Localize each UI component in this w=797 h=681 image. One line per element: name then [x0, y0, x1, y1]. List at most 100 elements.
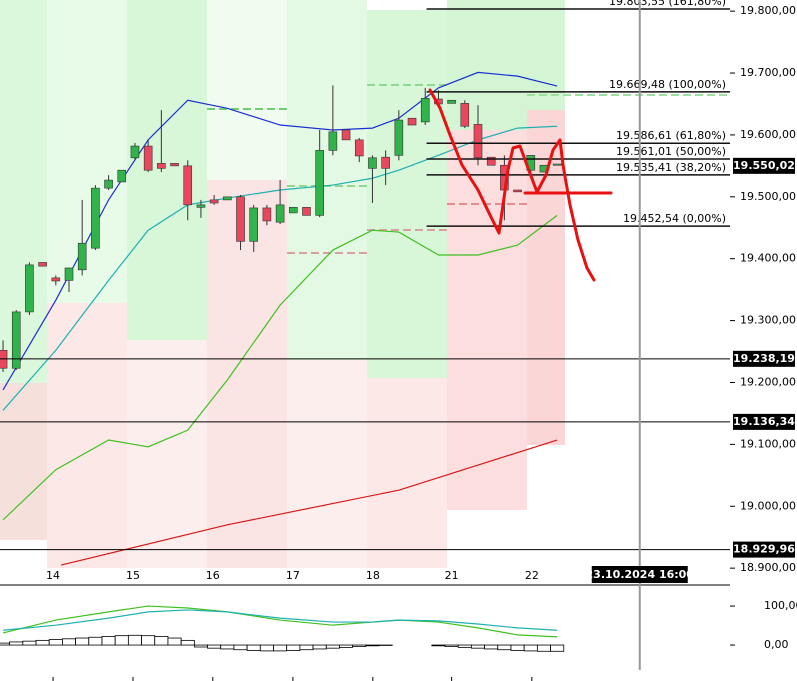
- price-box: [733, 541, 795, 558]
- candle-body: [341, 129, 351, 141]
- price-box: [733, 413, 795, 430]
- candle-body: [486, 156, 496, 166]
- candle-body: [460, 103, 470, 127]
- histogram-bar: [35, 639, 50, 646]
- candle-body: [275, 204, 285, 223]
- candle-body: [104, 179, 113, 189]
- x-tick-label: 15: [126, 569, 140, 582]
- histogram-bar: [339, 644, 354, 648]
- histogram-bar: [497, 644, 512, 651]
- y-tick-label: 19.600,00: [740, 128, 796, 141]
- candle-body: [368, 157, 377, 169]
- histogram-bar: [484, 644, 499, 650]
- histogram-bar: [141, 635, 156, 646]
- zone: [127, 0, 207, 340]
- zone: [127, 340, 207, 568]
- candle-body: [64, 267, 74, 281]
- histogram-bar: [180, 639, 195, 646]
- histogram-bar: [536, 644, 551, 652]
- candle-body: [473, 124, 483, 159]
- price-label: 19.238,19: [733, 352, 795, 365]
- histogram-bar: [154, 636, 169, 646]
- candle-body: [236, 196, 245, 242]
- candle-body: [77, 242, 87, 271]
- candle-body: [157, 163, 166, 169]
- histogram-bar: [22, 640, 37, 646]
- histogram-bar: [312, 644, 327, 650]
- zone: [287, 0, 367, 360]
- fib-label: 19.561,01 (50,00%): [616, 145, 726, 158]
- candle-body: [315, 150, 324, 216]
- indicator-line: [2, 605, 558, 638]
- price-label: 18.929,96: [733, 543, 795, 556]
- histogram-bar: [471, 644, 486, 649]
- histogram-bar: [207, 644, 222, 649]
- histogram-bar: [193, 644, 208, 648]
- candle-body: [11, 311, 21, 369]
- histogram-bar: [0, 642, 11, 646]
- histogram-bar: [325, 644, 340, 649]
- indicator-line: [2, 609, 558, 631]
- candle-body: [51, 277, 61, 282]
- moving-average: [2, 125, 558, 411]
- histogram-bar: [233, 644, 248, 651]
- zone: [447, 0, 527, 130]
- y-tick-label: 19.500,00: [740, 190, 796, 203]
- candle-body: [117, 169, 127, 183]
- x-tick-label: 14: [46, 569, 60, 582]
- y-tick-label: 0,00: [764, 638, 789, 651]
- candle-body: [249, 207, 259, 242]
- histogram-bar: [114, 635, 129, 646]
- fib-label: 19.586,61 (61,80%): [616, 129, 726, 142]
- candle-body: [288, 207, 298, 214]
- x-tick-label: 16: [206, 569, 220, 582]
- zone: [527, 0, 565, 110]
- fib-label: 19.452,54 (0,00%): [623, 212, 726, 225]
- candle-body: [420, 98, 430, 123]
- y-tick-label: 18.900,00: [740, 561, 796, 574]
- histogram-bar: [75, 637, 90, 646]
- candle-body: [143, 145, 153, 171]
- price-label: 19.550,02: [733, 159, 795, 172]
- candle-body: [552, 163, 562, 166]
- histogram-bar: [127, 634, 142, 646]
- candle-body: [381, 156, 390, 169]
- histogram-bar: [431, 644, 446, 647]
- candle-body: [209, 199, 219, 204]
- x-tick-label: 18: [366, 569, 380, 582]
- y-tick-label: 100,00: [764, 599, 797, 612]
- candle-body: [407, 117, 417, 126]
- histogram-bar: [457, 644, 472, 648]
- price-box: [733, 157, 795, 174]
- moving-average: [60, 439, 558, 566]
- zone: [367, 378, 447, 568]
- histogram-bar: [246, 644, 261, 651]
- candle-body: [130, 145, 140, 159]
- price-box: [733, 350, 795, 367]
- histogram-bar: [88, 636, 103, 646]
- background-zones: [0, 0, 565, 568]
- candle-body: [196, 204, 206, 208]
- zone: [287, 360, 367, 568]
- pivot-dashes: [207, 84, 730, 254]
- candle-body: [262, 207, 272, 222]
- candle-body: [38, 262, 47, 267]
- candle-body: [328, 131, 338, 151]
- histogram-bar: [62, 638, 77, 646]
- y-tick-label: 19.400,00: [740, 252, 796, 265]
- candle-body: [394, 119, 404, 156]
- histogram-bar: [286, 644, 301, 651]
- candle-body: [170, 163, 179, 167]
- annotation: [428, 88, 613, 282]
- candle-body: [183, 165, 193, 206]
- zone: [367, 10, 447, 378]
- y-tick-label: 19.300,00: [740, 314, 796, 327]
- zone: [447, 130, 527, 510]
- candle-body: [447, 99, 456, 104]
- moving-average: [2, 214, 558, 521]
- histogram-bar: [352, 644, 367, 648]
- price-label: 19.136,34: [733, 415, 795, 428]
- histogram-bar: [365, 644, 380, 647]
